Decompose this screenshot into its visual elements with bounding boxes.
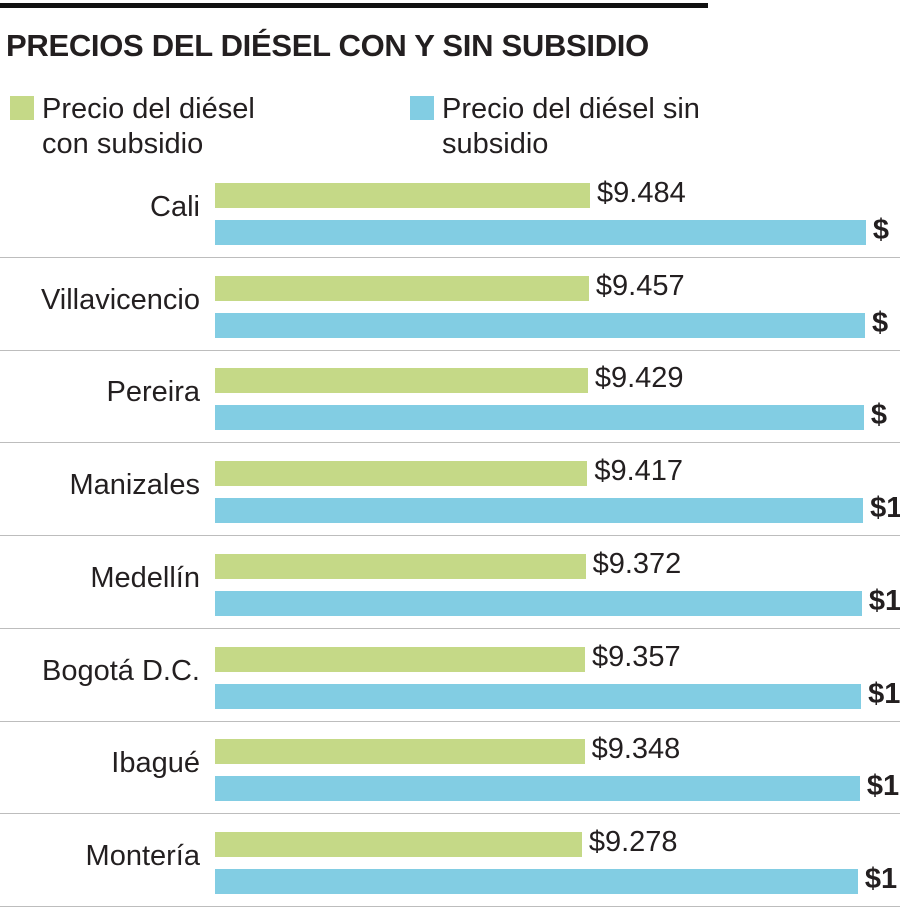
data-label: $ [872,214,889,246]
data-label: $9.484 [597,177,686,209]
chart-row: Manizales $9.417 $1 [0,443,900,537]
data-label: $9.278 [588,825,678,858]
category-label: Medellín [90,561,200,594]
bar-sin-subsidio [215,405,864,431]
bar-sin-subsidio [215,776,860,802]
row-divider [0,257,900,258]
chart-row: Pereira $9.429 $ [0,350,900,444]
bar-sin-subsidio [215,868,858,894]
data-label: $1 [864,862,898,895]
top-rule [0,3,708,8]
bar-con-subsidio [215,461,588,487]
data-label: $9.457 [595,269,685,302]
bar-con-subsidio [215,646,585,672]
chart-row: Montería $9.278 $1 [0,814,900,907]
data-label: $ [872,306,889,339]
chart-title: PRECIOS DEL DIÉSEL CON Y SIN SUBSIDIO [6,28,649,63]
legend-label: Precio del diésel con subsidio [42,93,255,160]
chart-row: Medellín $9.372 $1 [0,536,900,629]
data-label: $9.429 [594,362,684,395]
legend-swatch-blue [410,96,434,120]
bar-sin-subsidio [215,220,866,245]
bar-sin-subsidio [215,683,862,709]
category-label: Montería [85,839,200,872]
data-label: $9.372 [592,547,682,580]
bar-sin-subsidio [215,498,864,524]
legend-item-con-subsidio: Precio del diésel con subsidio [10,92,302,162]
row-divider [0,535,900,537]
row-divider [0,349,900,351]
legend-label: Precio del diésel sin subsidio [442,93,700,160]
row-divider [0,813,900,815]
category-label: Ibagué [111,747,200,780]
data-label: $9.357 [591,640,681,673]
data-label: $1 [866,770,900,803]
bar-con-subsidio [215,368,588,394]
row-divider [0,442,900,444]
row-divider [0,627,900,629]
bar-con-subsidio [215,275,589,301]
bar-con-subsidio [215,553,586,579]
bar-con-subsidio [215,739,585,765]
category-label: Pereira [106,376,201,409]
chart-row: Cali $9.484 $ [0,165,900,258]
bar-con-subsidio [215,831,582,857]
data-label: $1 [868,677,900,710]
bar-sin-subsidio [215,312,866,338]
category-label: Cali [150,191,200,223]
category-label: Bogotá D.C. [42,654,200,687]
bar-sin-subsidio [215,590,862,616]
data-label: $9.348 [591,733,681,766]
bar-con-subsidio [215,183,590,208]
data-label: $1 [868,584,900,617]
category-label: Manizales [69,469,200,502]
data-label: $1 [870,492,900,525]
data-label: $9.417 [594,455,684,488]
legend-swatch-green [10,96,34,120]
data-label: $ [870,399,887,432]
chart-row: Ibagué $9.348 $1 [0,721,900,815]
chart-row: Bogotá D.C. $9.357 $1 [0,629,900,722]
row-divider [0,720,900,722]
chart-row: Villavicencio $9.457 $ [0,258,900,351]
legend-item-sin-subsidio: Precio del diésel sin subsidio [410,92,702,162]
category-label: Villavicencio [40,283,200,316]
